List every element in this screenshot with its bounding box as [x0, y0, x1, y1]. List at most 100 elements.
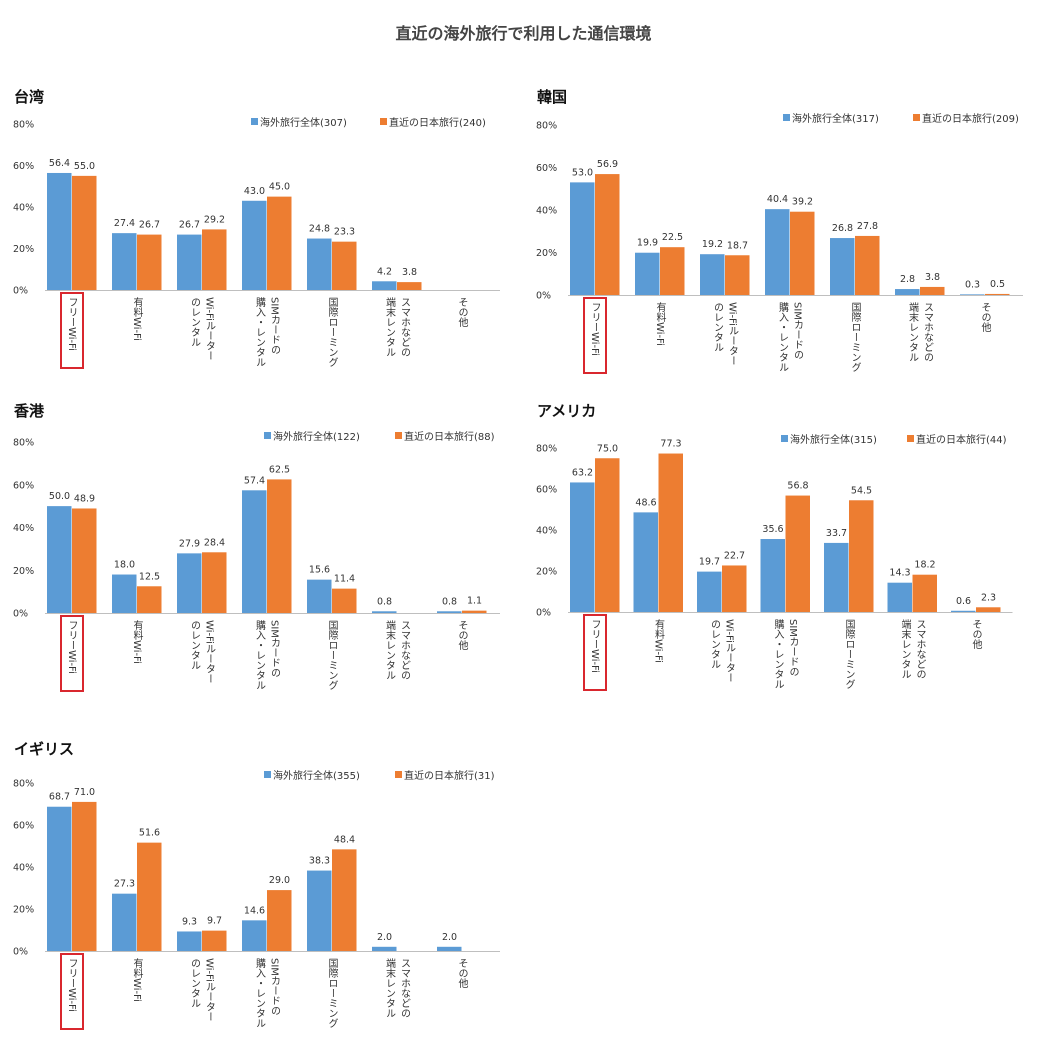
- y-tick-label: 60%: [13, 480, 34, 491]
- category-label: その他: [979, 302, 991, 333]
- y-tick-label: 0%: [536, 608, 551, 619]
- svg-text:端末レンタル: 端末レンタル: [899, 618, 911, 679]
- bar: [397, 282, 422, 290]
- svg-text:その他: その他: [970, 619, 982, 650]
- data-label: 15.6: [309, 565, 330, 576]
- y-tick-label: 60%: [13, 821, 34, 832]
- bar: [635, 252, 660, 295]
- legend-swatch: [264, 771, 271, 778]
- bar: [137, 842, 162, 951]
- y-tick-label: 40%: [536, 526, 557, 537]
- data-label: 14.3: [889, 568, 910, 579]
- bar: [570, 182, 595, 295]
- legend-swatch: [251, 118, 258, 125]
- svg-text:購入・レンタル: 購入・レンタル: [254, 957, 266, 1028]
- svg-text:のレンタル: のレンタル: [189, 620, 201, 670]
- category-label: フリーWi-Fi: [589, 619, 600, 673]
- data-label: 26.7: [139, 220, 160, 231]
- chart-usa: アメリカ 0% 20% 40% 60% 80% 海外旅行全体(315) 直近の日本旅行(44)…: [536, 402, 1013, 691]
- data-label: 53.0: [572, 167, 593, 178]
- data-label: 54.5: [851, 485, 872, 496]
- bar: [112, 233, 137, 290]
- legend-swatch: [913, 114, 920, 121]
- category-label: 国際ローミング: [326, 297, 338, 367]
- svg-text:有料Wi-Fi: 有料Wi-Fi: [654, 301, 666, 346]
- data-label: 56.9: [597, 159, 618, 170]
- category-label: 有料Wi-Fi: [653, 618, 665, 663]
- data-label: 27.3: [114, 879, 135, 890]
- svg-text:有料Wi-Fi: 有料Wi-Fi: [131, 619, 143, 664]
- data-label: 48.4: [334, 834, 355, 845]
- data-label: 0.8: [377, 596, 392, 607]
- legend-swatch: [781, 435, 788, 442]
- data-label: 26.8: [832, 223, 853, 234]
- data-label: 18.2: [914, 560, 935, 571]
- chart-uk: イギリス 0% 20% 40% 60% 80% 海外旅行全体(355) 直近の日本旅行(31)…: [13, 740, 500, 1030]
- svg-text:Wi-Fiルーター: Wi-Fiルーター: [724, 619, 736, 683]
- bar: [985, 293, 1010, 295]
- bar: [372, 946, 397, 951]
- legend-swatch: [783, 114, 790, 121]
- svg-text:SIMカードの: SIMカードの: [269, 958, 281, 1016]
- data-label: 55.0: [74, 161, 95, 172]
- bar: [47, 506, 72, 613]
- legend-label: 海外旅行全体(355): [273, 769, 360, 782]
- data-label: 19.2: [702, 239, 723, 250]
- bar: [242, 200, 267, 290]
- bar: [242, 920, 267, 951]
- data-label: 9.7: [207, 916, 222, 927]
- svg-text:購入・レンタル: 購入・レンタル: [777, 301, 789, 372]
- bar: [824, 542, 849, 612]
- data-label: 18.7: [727, 240, 748, 251]
- svg-text:SIMカードの: SIMカードの: [787, 619, 799, 677]
- svg-text:国際ローミング: 国際ローミング: [849, 302, 861, 372]
- category-label: その他: [456, 958, 468, 989]
- svg-text:Wi-Fiルーター: Wi-Fiルーター: [204, 297, 216, 361]
- category-label: 有料Wi-Fi: [654, 301, 666, 346]
- legend-swatch: [264, 432, 271, 439]
- page-title: 直近の海外旅行で利用した通信環境: [395, 24, 652, 43]
- bar: [267, 890, 292, 951]
- svg-text:購入・レンタル: 購入・レンタル: [254, 296, 266, 367]
- bar: [437, 946, 462, 951]
- y-tick-label: 20%: [536, 567, 557, 578]
- svg-text:購入・レンタル: 購入・レンタル: [772, 618, 784, 689]
- chart-hongkong: 香港 0% 20% 40% 60% 80% 海外旅行全体(122) 直近の日本旅行(88) 50…: [13, 402, 500, 692]
- svg-text:有料Wi-Fi: 有料Wi-Fi: [131, 957, 143, 1002]
- category-label: 有料Wi-Fi: [131, 296, 143, 341]
- data-label: 43.0: [244, 186, 265, 197]
- category-label: 有料Wi-Fi: [131, 619, 143, 664]
- category-label: 国際ローミング: [326, 620, 338, 690]
- bar: [177, 553, 202, 613]
- data-label: 3.8: [925, 272, 940, 283]
- legend-label: 直近の日本旅行(88): [404, 430, 495, 443]
- highlight-box: [60, 292, 84, 369]
- chart-title: 香港: [14, 402, 45, 420]
- data-label: 1.1: [467, 596, 482, 607]
- svg-text:のレンタル: のレンタル: [189, 958, 201, 1008]
- y-tick-label: 80%: [13, 779, 34, 790]
- bar: [725, 255, 750, 295]
- svg-text:フリーWi-Fi: フリーWi-Fi: [66, 620, 77, 674]
- data-label: 27.4: [114, 218, 135, 229]
- bar: [595, 174, 620, 295]
- y-tick-label: 40%: [536, 206, 557, 217]
- svg-text:有料Wi-Fi: 有料Wi-Fi: [653, 618, 665, 663]
- bar: [47, 172, 72, 290]
- svg-text:端末レンタル: 端末レンタル: [907, 301, 919, 362]
- y-tick-label: 0%: [536, 291, 551, 302]
- highlight-box: [60, 953, 84, 1030]
- bar: [72, 175, 97, 290]
- svg-text:スマホなどの: スマホなどの: [399, 620, 411, 680]
- svg-text:端末レンタル: 端末レンタル: [384, 619, 396, 680]
- svg-text:その他: その他: [456, 620, 468, 651]
- y-tick-label: 20%: [536, 248, 557, 259]
- bar: [332, 588, 357, 613]
- y-tick-label: 0%: [13, 947, 28, 958]
- svg-text:のレンタル: のレンタル: [709, 619, 721, 669]
- bar: [700, 254, 725, 295]
- data-label: 24.8: [309, 224, 330, 235]
- svg-text:SIMカードの: SIMカードの: [269, 297, 281, 355]
